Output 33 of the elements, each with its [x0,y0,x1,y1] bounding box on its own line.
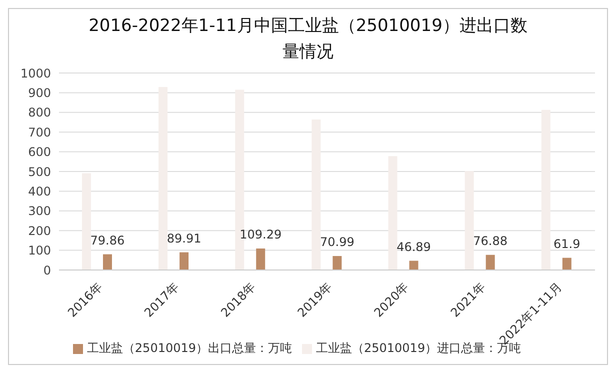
bar [486,254,495,270]
chart-title: 2016-2022年1-11月中国工业盐（25010019）进出口数量情况 [88,15,528,64]
bar [82,173,91,270]
y-tick-label: 500 [28,164,51,179]
y-tick-label: 700 [28,125,51,140]
y-tick-label: 900 [28,86,51,100]
bar [158,86,168,270]
data-label: 70.99 [320,235,354,250]
bar [541,110,550,270]
bar [562,258,572,270]
y-tick-label: 600 [28,145,51,160]
y-tick-label: 0 [43,263,51,278]
y-tick-label: 800 [28,106,51,120]
bar [256,248,266,270]
y-tick-label: 300 [28,204,51,218]
y-tick-label: 200 [28,224,51,238]
data-label: 79.86 [90,233,125,248]
bar [180,252,189,270]
bar [332,256,342,270]
y-tick-label: 400 [28,184,51,198]
data-label: 61.9 [554,236,580,251]
bar [388,156,398,270]
y-tick-label: 1000 [20,66,51,80]
bar [464,171,474,270]
data-label: 76.88 [473,234,508,248]
data-label: 89.91 [166,231,202,246]
data-label: 109.29 [240,227,282,242]
bar [409,260,418,270]
data-label: 46.89 [396,240,431,254]
bar [312,119,321,270]
y-tick-label: 100 [28,244,51,258]
legend-label: 工业盐（25010019）出口总量：万吨 [86,341,292,355]
bar [102,254,112,270]
